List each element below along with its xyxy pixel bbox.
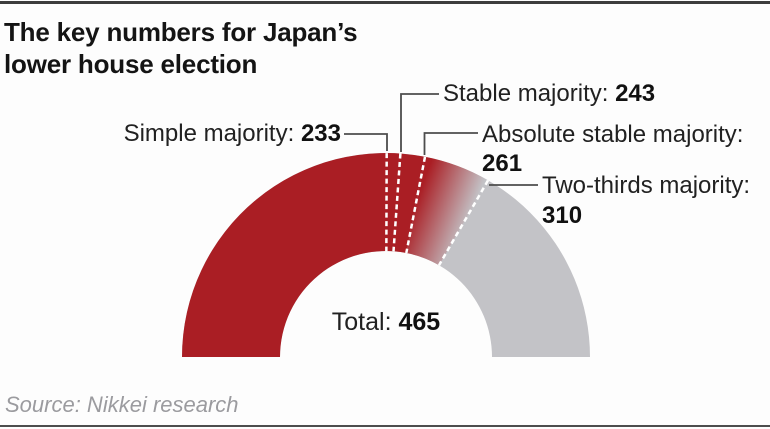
label-stable-majority-value: 243: [615, 80, 656, 107]
bottom-divider-rule: [0, 425, 770, 427]
gauge-gradient-arc: [406, 156, 488, 266]
page-title: The key numbers for Japan’s lower house …: [4, 17, 358, 79]
label-simple-majority-value: 233: [300, 120, 341, 147]
label-absolute-stable-majority-text: Absolute stable majority:: [482, 121, 744, 148]
label-simple-majority-text: Simple majority:: [123, 120, 295, 147]
label-absolute-stable-majority-value: 261: [482, 150, 523, 177]
source-credit: Source: Nikkei research: [5, 392, 239, 417]
label-two-thirds-majority-value: 310: [542, 202, 583, 229]
leader-line-absolute-stable-majority: [423, 132, 478, 155]
label-total-text: Total:: [331, 308, 392, 336]
top-divider-rule: [0, 1, 770, 4]
label-absolute-stable-majority: Absolute stable majority: 261: [482, 120, 743, 178]
label-simple-majority: Simple majority: 233: [124, 120, 341, 148]
label-two-thirds-majority-text: Two-thirds majority:: [542, 172, 751, 199]
leader-line-simple-majority: [344, 133, 388, 151]
label-total: Total: 465: [332, 308, 440, 337]
label-two-thirds-majority: Two-thirds majority: 310: [542, 171, 750, 231]
label-stable-majority-text: Stable majority:: [443, 80, 609, 107]
label-total-value: 465: [398, 308, 441, 336]
label-stable-majority: Stable majority: 243: [443, 80, 655, 108]
leader-line-stable-majority: [400, 93, 439, 152]
gauge-filled-arc: [182, 153, 425, 357]
